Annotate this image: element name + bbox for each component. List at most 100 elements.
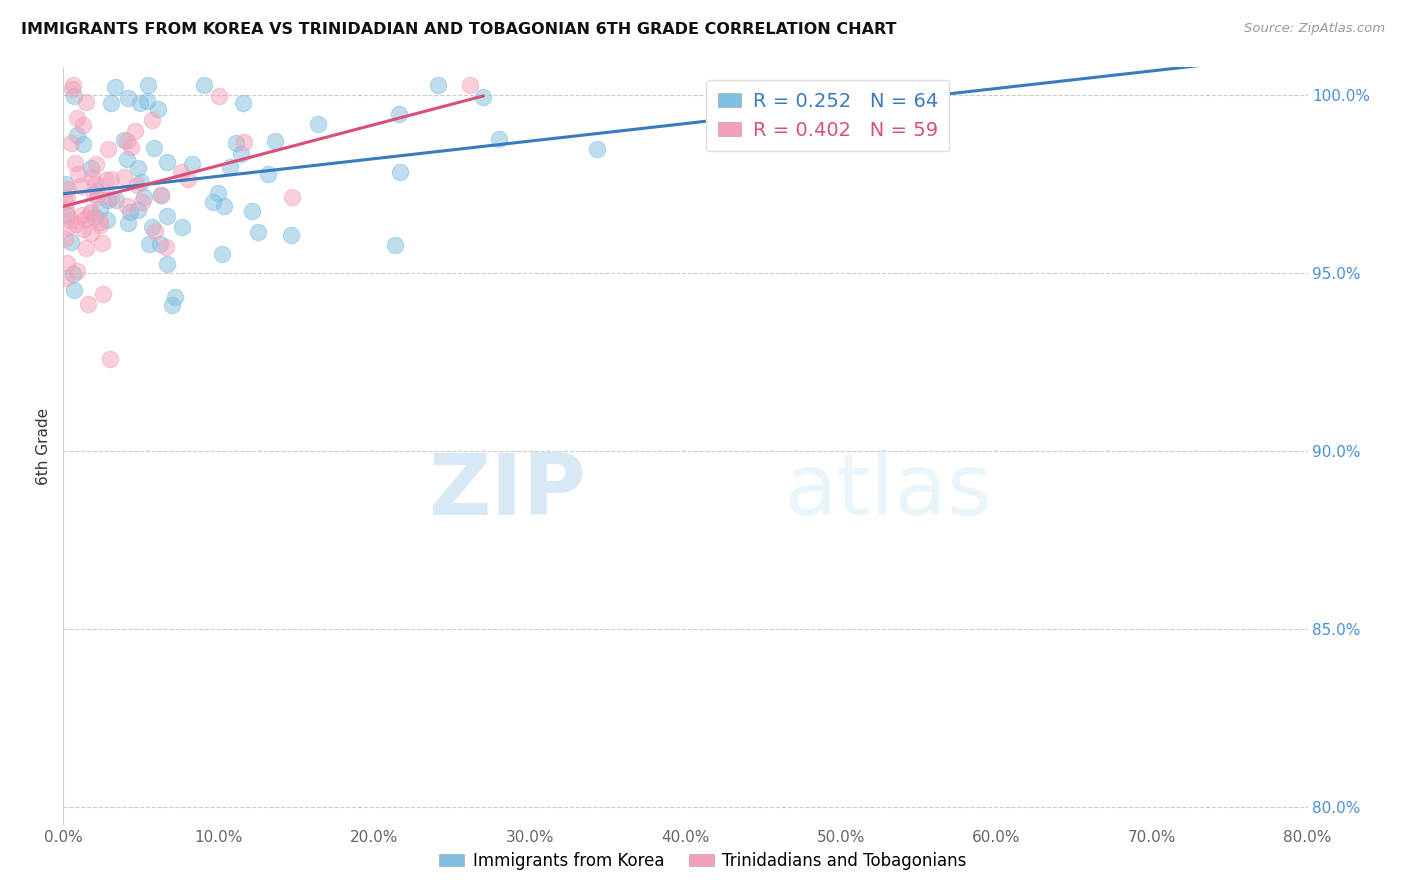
Point [89, 218, 111, 232]
Point [79, 206, 101, 220]
Point [246, 225, 269, 239]
Point [56, 208, 79, 222]
Point [59, 235, 82, 249]
Point [66, 167, 89, 181]
Point [146, 102, 169, 116]
Point [229, 147, 252, 161]
Text: IMMIGRANTS FROM KOREA VS TRINIDADIAN AND TOBAGONIAN 6TH GRADE CORRELATION CHART: IMMIGRANTS FROM KOREA VS TRINIDADIAN AND… [21, 22, 897, 37]
Point [257, 167, 280, 181]
Point [80, 226, 103, 240]
Point [136, 78, 159, 92]
Point [112, 170, 135, 185]
Point [264, 134, 287, 148]
Point [458, 78, 481, 92]
Point [131, 195, 153, 210]
Point [58, 182, 80, 196]
Point [105, 193, 128, 207]
Point [53, 194, 76, 209]
Point [225, 136, 247, 150]
Point [426, 78, 449, 92]
Point [62, 88, 84, 103]
Point [66, 111, 89, 125]
Point [97, 193, 120, 207]
Point [91, 235, 114, 250]
Point [156, 209, 179, 223]
Point [75, 241, 97, 255]
Point [91, 286, 114, 301]
Point [156, 155, 179, 169]
Point [83, 187, 105, 202]
Point [84, 210, 107, 224]
Point [202, 195, 225, 210]
Point [129, 175, 152, 189]
Point [132, 190, 155, 204]
Point [75, 212, 97, 227]
Point [207, 186, 229, 200]
Point [211, 247, 233, 261]
Point [62, 78, 84, 92]
Point [117, 91, 139, 105]
Point [59, 213, 82, 227]
Point [112, 133, 135, 147]
Point [193, 78, 215, 92]
Point [143, 141, 166, 155]
Point [72, 208, 94, 222]
Point [384, 237, 406, 252]
Point [281, 190, 304, 204]
Point [155, 240, 177, 254]
Point [149, 187, 172, 202]
Point [96, 173, 118, 187]
Point [104, 79, 127, 94]
Point [70, 178, 93, 193]
Legend: R = 0.252   N = 64, R = 0.402   N = 59: R = 0.252 N = 64, R = 0.402 N = 59 [706, 80, 949, 152]
Point [160, 298, 183, 312]
Point [77, 297, 100, 311]
Point [170, 165, 193, 179]
Legend: Immigrants from Korea, Trinidadians and Tobagonians: Immigrants from Korea, Trinidadians and … [433, 846, 973, 877]
Point [212, 199, 235, 213]
Point [219, 161, 242, 175]
Point [84, 177, 107, 191]
Point [72, 137, 94, 152]
Point [89, 215, 111, 229]
Point [163, 290, 186, 304]
Point [117, 216, 139, 230]
Point [96, 213, 118, 227]
Point [59, 136, 82, 150]
Point [63, 156, 86, 170]
Point [242, 203, 264, 218]
Point [80, 204, 103, 219]
Point [488, 132, 510, 146]
Text: atlas: atlas [785, 450, 993, 533]
Point [149, 236, 172, 251]
Point [66, 264, 89, 278]
Point [63, 283, 86, 297]
Point [307, 117, 329, 131]
Point [149, 188, 172, 202]
Point [82, 170, 104, 185]
Point [89, 202, 111, 217]
Point [120, 204, 142, 219]
Point [97, 142, 120, 156]
Point [72, 118, 94, 132]
Point [58, 219, 80, 234]
Point [98, 351, 121, 366]
Point [136, 95, 159, 109]
Point [120, 139, 142, 153]
Point [65, 217, 87, 231]
Point [141, 219, 163, 234]
Point [100, 192, 122, 206]
Point [143, 224, 166, 238]
Point [86, 190, 108, 204]
Point [207, 88, 229, 103]
Point [115, 199, 138, 213]
Point [84, 157, 107, 171]
Point [53, 232, 76, 246]
Point [66, 128, 89, 143]
Point [127, 178, 149, 192]
Point [53, 177, 76, 191]
Point [86, 184, 108, 198]
Y-axis label: 6th Grade: 6th Grade [37, 408, 52, 484]
Point [80, 161, 103, 176]
Point [127, 202, 149, 217]
